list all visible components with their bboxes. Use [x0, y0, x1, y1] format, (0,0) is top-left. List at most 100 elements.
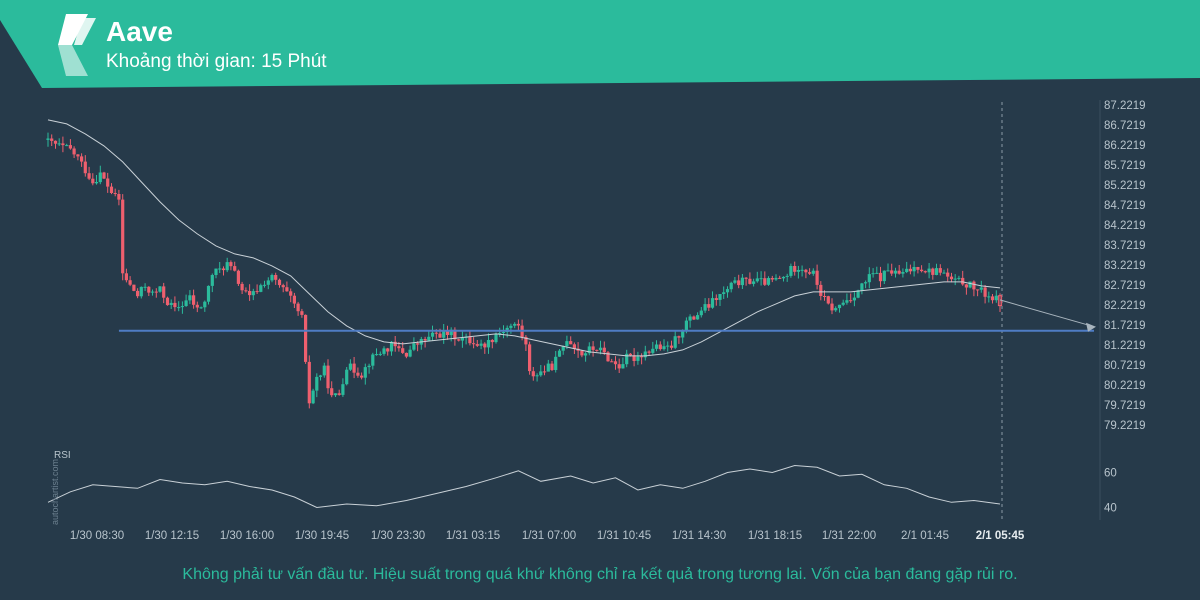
candle: [360, 372, 364, 380]
candle: [225, 257, 229, 273]
candle: [65, 143, 69, 147]
candle: [192, 289, 196, 309]
candle: [587, 342, 591, 356]
candle: [830, 298, 834, 315]
candle: [946, 268, 950, 282]
candle: [248, 284, 252, 301]
candle: [673, 331, 677, 350]
candle: [905, 261, 909, 274]
candle: [266, 277, 270, 290]
candle: [953, 274, 957, 286]
candle: [445, 325, 450, 340]
candle: [94, 175, 99, 185]
candle: [934, 263, 939, 276]
candle: [699, 307, 703, 318]
candle: [613, 356, 618, 370]
candle: [113, 188, 117, 197]
candle: [419, 336, 423, 350]
candle: [412, 337, 416, 352]
candle: [811, 268, 815, 276]
candle: [393, 336, 397, 352]
candle: [475, 340, 479, 347]
candle: [117, 189, 121, 206]
timeframe-subtitle: Khoảng thời gian: 15 Phút: [106, 51, 327, 72]
candle: [240, 281, 244, 294]
candle: [188, 290, 192, 305]
candle: [733, 277, 737, 285]
candle: [109, 183, 114, 195]
candle: [770, 275, 774, 283]
candle: [121, 194, 125, 281]
y-tick-label: 86.2219: [1104, 140, 1146, 152]
candle: [490, 339, 494, 349]
rsi-panel: 60 40: [47, 464, 1117, 515]
x-tick-label: 1/30 19:45: [295, 530, 349, 542]
candle: [744, 277, 748, 286]
candle: [285, 281, 289, 292]
candle: [281, 283, 285, 293]
moving-average: [47, 119, 1001, 357]
candle: [942, 269, 946, 274]
candle: [602, 341, 606, 355]
candle: [796, 265, 800, 279]
x-tick-label: 2/1 05:45: [976, 530, 1025, 542]
candle: [363, 363, 367, 385]
candle: [692, 315, 696, 320]
candle: [80, 153, 84, 167]
candle: [636, 351, 640, 365]
candle: [244, 287, 248, 293]
candle: [737, 274, 741, 289]
candle: [154, 288, 158, 298]
candle: [789, 263, 793, 278]
candle: [315, 373, 319, 398]
levels: [118, 299, 1096, 332]
candle: [710, 291, 715, 309]
candle: [938, 264, 942, 276]
y-tick-label: 79.2219: [1104, 420, 1146, 432]
app-logo-icon: [58, 14, 96, 76]
moving-average-line: [47, 119, 1001, 357]
candle: [528, 341, 532, 375]
candle: [557, 349, 562, 357]
candle: [542, 365, 547, 376]
candle: [292, 292, 296, 308]
candle: [322, 362, 326, 378]
candle: [277, 278, 282, 288]
candle: [606, 351, 610, 362]
watermark-text: autochartist.com: [50, 459, 60, 525]
x-tick-label: 1/30 12:15: [145, 530, 199, 542]
y-tick-label: 84.2219: [1104, 220, 1146, 232]
candle: [378, 351, 382, 356]
candle: [927, 263, 931, 279]
candle: [307, 355, 311, 409]
rsi-tick-label: 40: [1104, 503, 1117, 515]
candle: [643, 345, 647, 361]
candle: [669, 340, 674, 350]
y-tick-label: 82.7219: [1104, 280, 1146, 292]
candle: [472, 337, 476, 349]
candle: [916, 266, 920, 274]
candle: [595, 349, 599, 352]
candle: [666, 341, 670, 352]
candle: [136, 288, 140, 299]
candle: [908, 264, 912, 275]
y-tick-label: 81.2219: [1104, 340, 1146, 352]
candle: [124, 268, 128, 283]
candle: [584, 352, 588, 362]
y-tick-label: 85.7219: [1104, 160, 1146, 172]
candle: [688, 314, 692, 328]
candle: [931, 267, 935, 280]
candle: [658, 341, 662, 351]
candle: [326, 359, 330, 394]
y-tick-label: 79.7219: [1104, 400, 1146, 412]
candle: [233, 261, 237, 272]
candle: [524, 335, 528, 351]
candle: [778, 275, 782, 279]
candle: [752, 278, 756, 287]
candle: [979, 280, 983, 293]
candle: [897, 265, 901, 275]
candle: [647, 350, 651, 356]
candle: [442, 324, 446, 344]
candle: [864, 280, 868, 289]
x-tick-label: 1/31 14:30: [672, 530, 726, 542]
